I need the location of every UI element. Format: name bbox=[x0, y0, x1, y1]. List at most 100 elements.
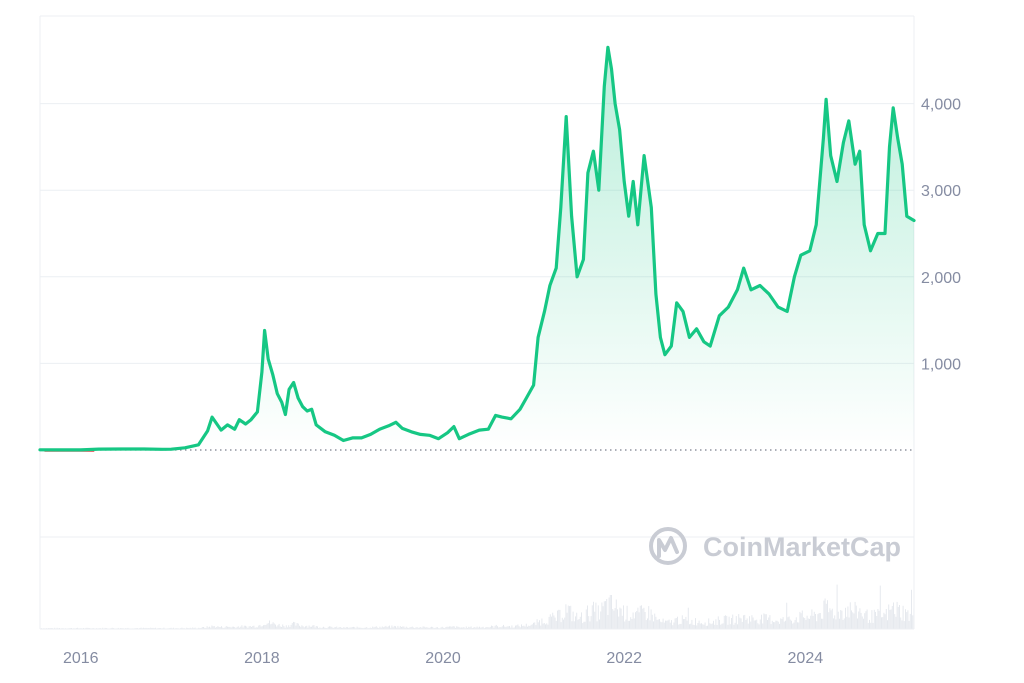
volume-bar bbox=[456, 626, 458, 629]
volume-bar bbox=[893, 602, 894, 629]
volume-bar bbox=[386, 627, 388, 629]
volume-bar bbox=[637, 607, 639, 629]
volume-bar bbox=[678, 624, 680, 629]
volume-bar bbox=[692, 624, 694, 629]
volume-bar bbox=[675, 618, 677, 629]
volume-bar bbox=[858, 611, 860, 629]
volume-bar bbox=[405, 626, 407, 629]
volume-bar bbox=[500, 627, 502, 629]
volume-bar bbox=[549, 614, 551, 629]
volume-bar bbox=[560, 622, 562, 629]
volume-bar bbox=[375, 626, 377, 629]
volume-bar bbox=[271, 623, 273, 629]
volume-bar bbox=[269, 620, 270, 629]
volume-bar bbox=[259, 624, 261, 629]
volume-bar bbox=[365, 627, 366, 629]
volume-bar bbox=[821, 618, 822, 629]
volume-bar bbox=[288, 625, 290, 629]
volume-bar bbox=[331, 626, 333, 629]
volume-bar bbox=[625, 619, 627, 629]
volume-bar bbox=[301, 625, 303, 629]
volume-bar bbox=[702, 624, 704, 629]
volume-bar bbox=[841, 610, 843, 629]
volume-bar bbox=[308, 625, 310, 629]
volume-bar bbox=[237, 626, 239, 629]
volume-bar bbox=[54, 627, 56, 629]
volume-bar bbox=[777, 621, 779, 629]
volume-bar bbox=[870, 622, 872, 629]
volume-bar bbox=[753, 620, 755, 629]
volume-bar bbox=[463, 627, 465, 629]
volume-bar bbox=[863, 618, 864, 629]
volume-bar bbox=[344, 627, 346, 629]
volume-bar bbox=[369, 627, 371, 629]
volume-bar bbox=[457, 626, 459, 629]
volume-bar bbox=[469, 627, 471, 629]
volume-bar bbox=[907, 610, 909, 629]
volume-bar bbox=[218, 627, 220, 629]
volume-bar bbox=[869, 619, 870, 629]
volume-bar bbox=[591, 605, 593, 629]
volume-bar bbox=[458, 627, 460, 629]
volume-bar bbox=[866, 609, 868, 629]
volume-bar bbox=[336, 626, 338, 629]
volume-bar bbox=[543, 623, 545, 629]
volume-bar bbox=[697, 623, 699, 629]
volume-bar bbox=[807, 618, 809, 629]
volume-bar bbox=[339, 627, 341, 629]
volume-bar bbox=[215, 627, 216, 629]
y-tick-label: 4,000 bbox=[921, 97, 961, 114]
volume-bar bbox=[431, 626, 432, 629]
volume-bar bbox=[763, 613, 765, 629]
volume-bar bbox=[825, 603, 827, 629]
volume-bar bbox=[589, 621, 591, 629]
volume-bar bbox=[374, 626, 376, 629]
volume-bar bbox=[547, 624, 549, 629]
volume-bar bbox=[302, 626, 304, 629]
volume-bar bbox=[505, 627, 507, 629]
volume-bar bbox=[248, 626, 250, 629]
volume-bar bbox=[409, 627, 411, 629]
volume-bar bbox=[518, 626, 520, 629]
volume-bar bbox=[732, 614, 734, 629]
volume-bar bbox=[842, 619, 844, 629]
volume-bar bbox=[674, 618, 676, 629]
volume-bar bbox=[849, 602, 851, 629]
volume-bar bbox=[145, 627, 147, 629]
volume-bar bbox=[641, 605, 642, 629]
volume-bar bbox=[887, 620, 888, 629]
volume-bar bbox=[677, 616, 678, 629]
volume-bar bbox=[624, 621, 626, 629]
volume-bar bbox=[721, 623, 723, 629]
volume-bar bbox=[774, 622, 776, 629]
volume-bar bbox=[653, 621, 654, 629]
volume-bar bbox=[853, 613, 855, 629]
volume-bar bbox=[533, 622, 534, 629]
volume-bar bbox=[876, 616, 878, 629]
volume-bar bbox=[198, 627, 200, 629]
volume-bar bbox=[252, 626, 254, 629]
volume-bar bbox=[257, 627, 258, 629]
volume-bar bbox=[333, 627, 335, 629]
volume-bar bbox=[611, 595, 612, 629]
volume-bar bbox=[303, 627, 305, 629]
volume-bar bbox=[211, 625, 213, 629]
volume-bar bbox=[889, 609, 891, 629]
volume-bar bbox=[629, 620, 630, 629]
volume-bar bbox=[420, 627, 422, 629]
volume-bar bbox=[300, 626, 302, 629]
volume-bar bbox=[851, 610, 852, 629]
volume-bar bbox=[878, 610, 880, 629]
volume-bar bbox=[102, 627, 104, 629]
volume-bar bbox=[530, 624, 532, 629]
volume-bar bbox=[249, 626, 251, 629]
volume-bar bbox=[655, 616, 657, 629]
volume-bar bbox=[684, 619, 686, 629]
volume-bar bbox=[228, 626, 230, 629]
volume-bar bbox=[384, 626, 386, 629]
volume-bar bbox=[755, 620, 756, 629]
volume-bar bbox=[747, 623, 749, 629]
volume-bar bbox=[522, 626, 524, 629]
volume-bar bbox=[284, 627, 286, 629]
volume-bar bbox=[840, 610, 842, 629]
